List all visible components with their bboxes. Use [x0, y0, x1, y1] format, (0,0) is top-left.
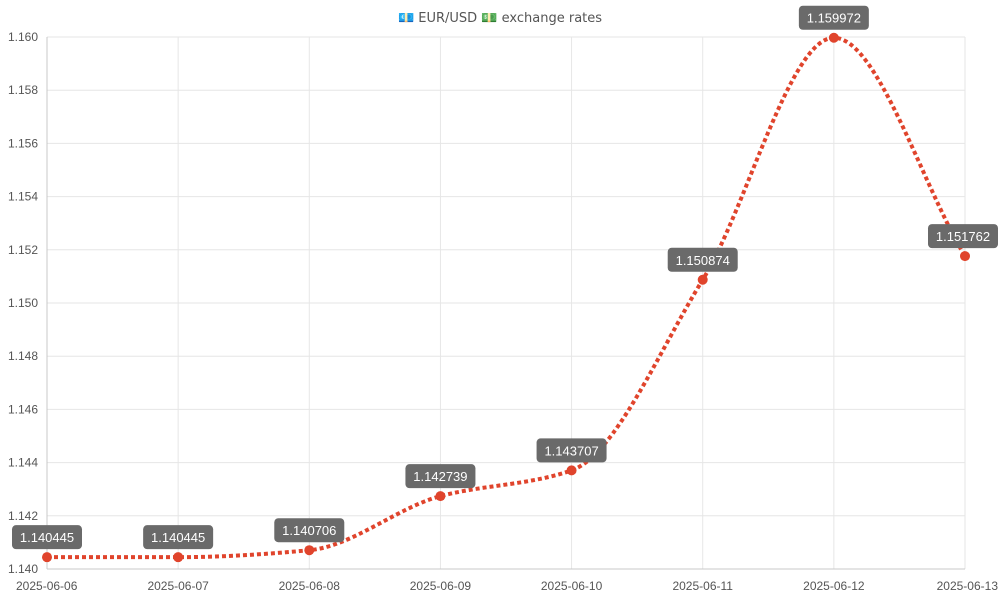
data-label-text: 1.140445 — [151, 530, 205, 545]
series-layer — [46, 35, 967, 560]
data-label-box — [667, 247, 738, 272]
data-label-box — [798, 5, 869, 30]
data-label-box — [405, 464, 476, 489]
x-tick-label: 2025-06-12 — [803, 579, 865, 593]
x-tick-label: 2025-06-06 — [16, 579, 78, 593]
data-point[interactable] — [828, 32, 839, 43]
grid-lines — [46, 36, 966, 570]
y-tick-label: 1.148 — [8, 349, 38, 363]
axes — [46, 37, 965, 570]
y-tick-label: 1.150 — [8, 296, 38, 310]
x-tick-label: 2025-06-11 — [672, 579, 733, 593]
y-tick-label: 1.146 — [8, 402, 38, 416]
data-label: 1.140445 — [143, 525, 214, 550]
chart-title: 💶 EUR/USD 💵 exchange rates — [398, 11, 602, 26]
y-tick-label: 1.154 — [8, 190, 38, 204]
data-point[interactable] — [566, 465, 577, 476]
data-label: 1.142739 — [405, 464, 476, 489]
data-label: 1.159972 — [798, 5, 869, 30]
x-tick-label: 2025-06-13 — [937, 579, 999, 593]
data-label: 1.151762 — [928, 224, 998, 249]
data-label: 1.140706 — [274, 518, 345, 543]
data-label-text: 1.151762 — [936, 229, 990, 244]
x-tick-label: 2025-06-09 — [410, 579, 472, 593]
data-label-box — [274, 518, 345, 543]
x-tick-label: 2025-06-08 — [279, 579, 341, 593]
data-point[interactable] — [42, 552, 52, 563]
series-line — [46, 35, 967, 560]
data-label: 1.150874 — [667, 247, 738, 272]
data-point[interactable] — [697, 274, 708, 285]
data-label-text: 1.142739 — [413, 469, 467, 484]
data-points — [42, 32, 970, 563]
data-label-box — [536, 438, 607, 463]
data-label-box — [12, 525, 82, 550]
y-tick-label: 1.140 — [8, 562, 38, 576]
data-label-box — [928, 224, 998, 249]
y-tick-label: 1.142 — [8, 509, 38, 523]
data-point[interactable] — [960, 251, 970, 262]
data-label: 1.140445 — [12, 525, 82, 550]
x-axis-ticks: 2025-06-06 2025-06-07 2025-06-08 2025-06-09… — [16, 579, 998, 593]
data-label-text: 1.143707 — [544, 443, 598, 458]
y-axis-ticks: 1.140 1.142 1.144 1.146 1.148 1.150 1.152 1.154… — [8, 30, 38, 576]
data-point[interactable] — [304, 545, 315, 556]
data-label-text: 1.140445 — [20, 530, 74, 545]
y-tick-label: 1.158 — [8, 83, 38, 97]
data-label-text: 1.140706 — [282, 523, 336, 538]
data-labels: 1.140445 1.140445 1.140706 1.142739 1.143707… — [12, 5, 998, 550]
data-point[interactable] — [435, 491, 446, 502]
y-tick-label: 1.160 — [8, 30, 38, 44]
y-tick-label: 1.144 — [8, 456, 38, 470]
data-label-text: 1.159972 — [807, 11, 861, 26]
x-tick-label: 2025-06-10 — [541, 579, 603, 593]
data-label-box — [143, 525, 214, 550]
data-label: 1.143707 — [536, 438, 607, 463]
y-tick-label: 1.156 — [8, 136, 38, 150]
data-label-text: 1.150874 — [676, 253, 730, 268]
x-tick-label: 2025-06-07 — [147, 579, 209, 593]
y-tick-label: 1.152 — [8, 243, 38, 257]
data-point[interactable] — [173, 552, 184, 563]
